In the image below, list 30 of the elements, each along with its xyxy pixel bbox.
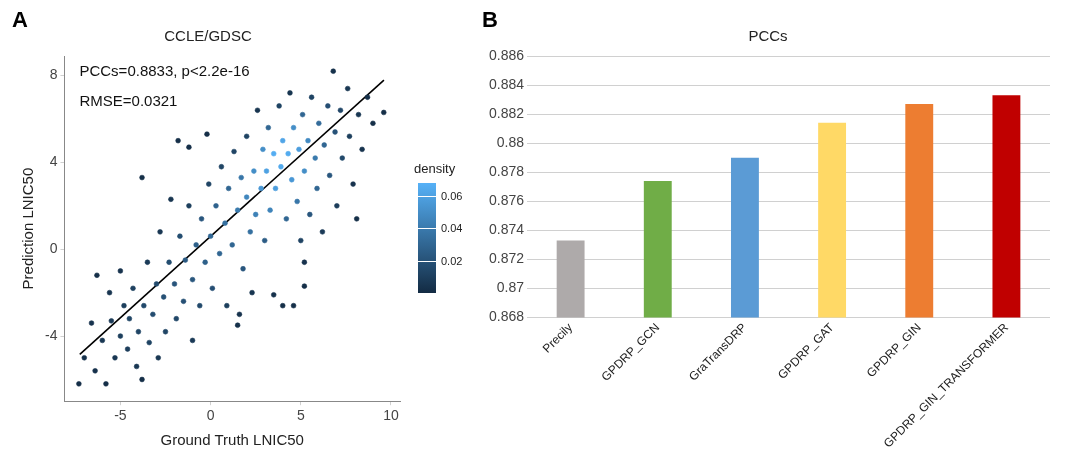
- annotation: RMSE=0.0321: [79, 91, 178, 109]
- y-tick-label: 0.884: [488, 75, 525, 92]
- y-tick-label: 0.886: [488, 46, 525, 63]
- y-tick-label: 0.878: [488, 163, 525, 180]
- x-tick-label: 0: [206, 407, 215, 424]
- y-tick-label: 4: [49, 153, 58, 170]
- y-tick-label: 0.88: [496, 134, 525, 151]
- x-tick-label: -5: [114, 407, 127, 424]
- y-tick-label: 0: [49, 240, 58, 257]
- chart-title: PCCs: [748, 27, 788, 45]
- y-tick-label: 8: [49, 66, 58, 83]
- y-tick-label: 0.874: [488, 221, 525, 238]
- text: A: [12, 7, 28, 33]
- color-bar-label: 0.06: [441, 188, 463, 203]
- x-tick-label: 5: [296, 407, 305, 424]
- color-bar-title: density: [414, 161, 456, 176]
- chart-title: CCLE/GDSC: [164, 27, 252, 45]
- x-axis-title: Ground Truth LNIC50: [160, 431, 304, 449]
- y-axis-title: Prediction LNIC50: [19, 167, 37, 290]
- y-tick-label: 0.87: [496, 279, 525, 296]
- color-bar-label: 0.04: [441, 221, 463, 236]
- text: B: [482, 7, 498, 33]
- color-bar-label: 0.02: [441, 253, 463, 268]
- y-tick-label: 0.882: [488, 104, 525, 121]
- annotation: PCCs=0.8833, p<2.2e-16: [79, 61, 250, 79]
- x-tick-label: 10: [383, 407, 399, 424]
- y-tick-label: 0.868: [488, 308, 525, 325]
- y-tick-label: 0.876: [488, 192, 525, 209]
- y-tick-label: -4: [45, 326, 58, 343]
- y-tick-label: 0.872: [488, 250, 525, 267]
